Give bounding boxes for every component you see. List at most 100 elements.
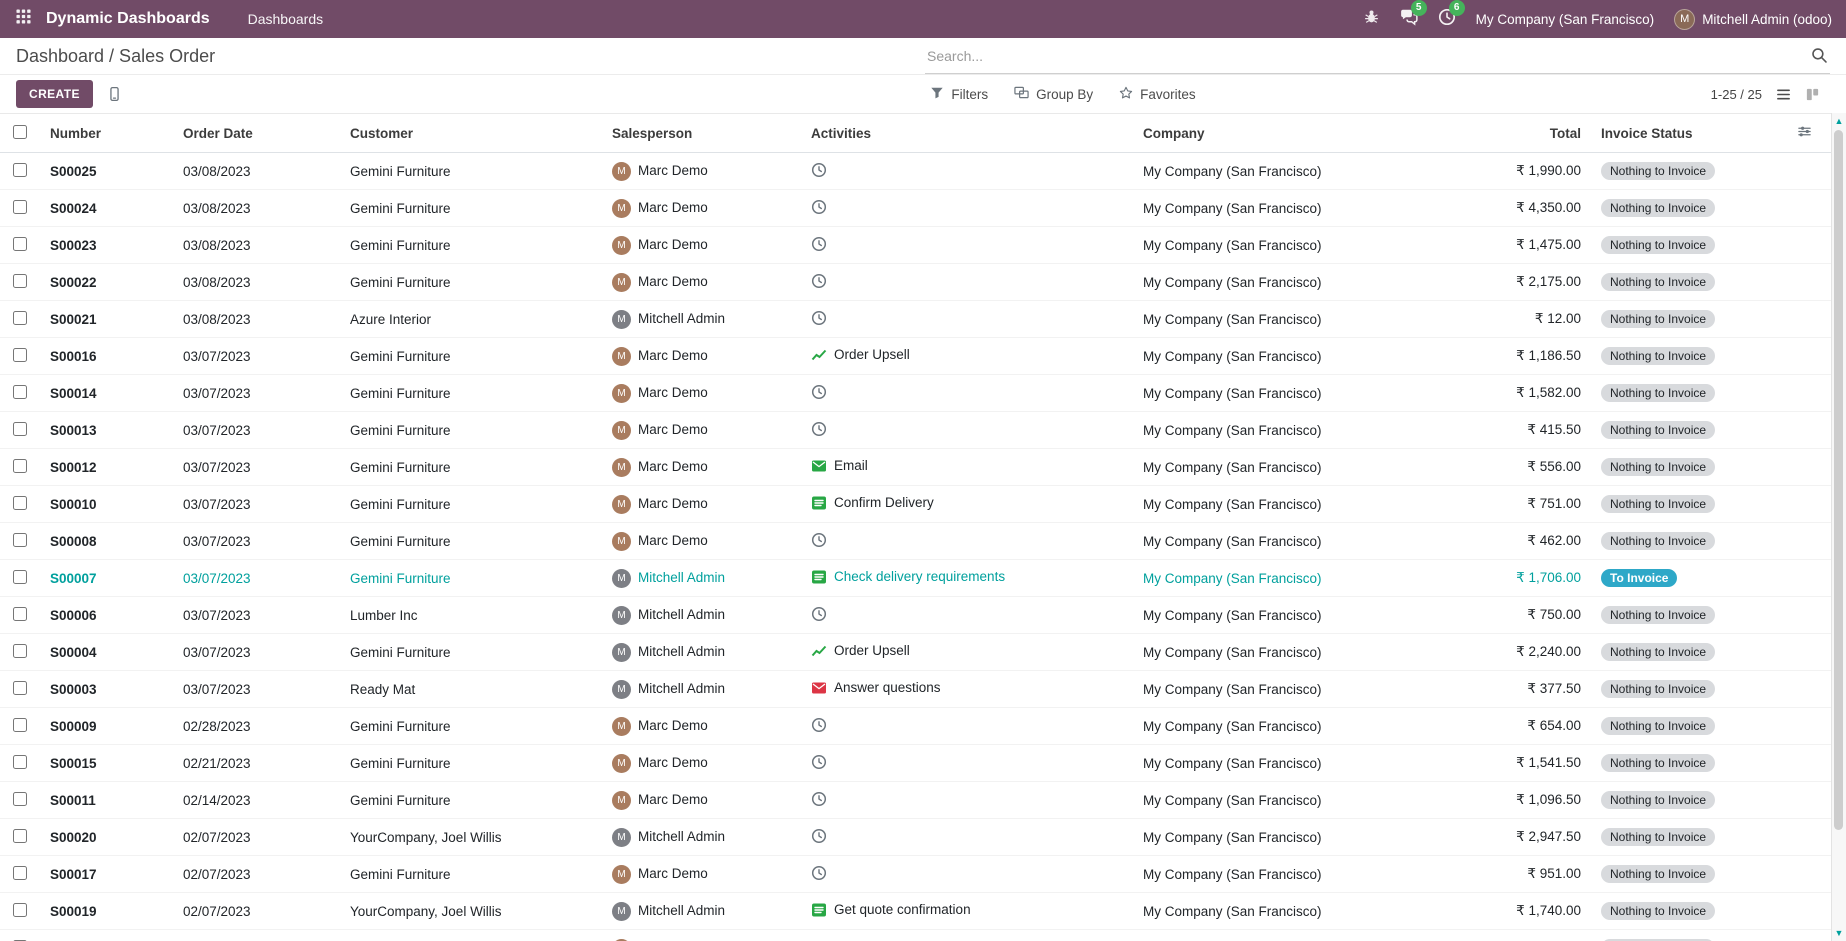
create-button[interactable]: CREATE [16,80,93,108]
activity-button[interactable]: Confirm Delivery [811,495,934,511]
search-icon[interactable] [1809,47,1830,64]
messages-button[interactable]: 5 [1400,0,1427,31]
row-checkbox[interactable] [13,791,27,806]
column-header-salesperson[interactable]: Salesperson [606,113,805,153]
activity-button[interactable] [811,162,834,178]
activities-button[interactable]: 6 [1438,0,1465,31]
activity-button[interactable] [811,421,834,437]
row-checkbox[interactable] [13,828,27,843]
table-row[interactable]: S00003 03/07/2023 Ready Mat M Mitchell Ad… [0,670,1831,708]
table-row[interactable]: S00015 02/21/2023 Gemini Furniture M Marc… [0,744,1831,782]
table-row[interactable]: S00008 03/07/2023 Gemini Furniture M Marc… [0,522,1831,560]
activity-button[interactable]: Answer questions [811,680,941,696]
row-checkbox[interactable] [13,310,27,325]
row-checkbox[interactable] [13,643,27,658]
filters-button[interactable]: Filters [930,86,988,103]
row-checkbox[interactable] [13,384,27,399]
scroll-thumb[interactable] [1834,130,1843,830]
column-header-company[interactable]: Company [1137,113,1425,153]
table-row[interactable]: S00004 03/07/2023 Gemini Furniture M Mitc… [0,633,1831,671]
activity-button[interactable]: Get quote confirmation [811,902,971,918]
app-name[interactable]: Dynamic Dashboards [46,10,210,27]
table-row[interactable]: S00014 03/07/2023 Gemini Furniture M Marc… [0,374,1831,412]
table-row[interactable]: S00009 02/28/2023 Gemini Furniture M Marc… [0,707,1831,745]
table-row[interactable]: S00023 03/08/2023 Gemini Furniture M Marc… [0,226,1831,264]
table-row[interactable]: S00025 03/08/2023 Gemini Furniture M Marc… [0,152,1831,190]
activity-button[interactable] [811,199,834,215]
row-checkbox[interactable] [13,717,27,732]
row-checkbox[interactable] [13,458,27,473]
activity-button[interactable] [811,532,834,548]
row-checkbox[interactable] [13,273,27,288]
row-checkbox[interactable] [13,569,27,584]
activity-button[interactable] [811,754,834,770]
activity-button[interactable] [811,273,834,289]
list-view-button[interactable] [1776,87,1791,102]
table-row[interactable]: S00019 02/07/2023 YourCompany, Joel Will… [0,892,1831,930]
table-row[interactable]: S00012 03/07/2023 Gemini Furniture M Marc… [0,448,1831,486]
row-checkbox[interactable] [13,902,27,917]
table-row[interactable]: S00006 03/07/2023 Lumber Inc M Mitchell A… [0,596,1831,634]
table-row[interactable]: S00013 03/07/2023 Gemini Furniture M Marc… [0,411,1831,449]
row-checkbox[interactable] [13,939,27,941]
select-all-checkbox[interactable] [13,124,27,139]
phone-icon[interactable] [107,86,122,102]
salesperson-name: Mitchell Admin [638,828,726,844]
activity-button[interactable] [811,791,834,807]
favorites-button[interactable]: Favorites [1119,86,1196,103]
table-row[interactable]: S00016 03/07/2023 Gemini Furniture M Marc… [0,337,1831,375]
activity-button[interactable]: Email [811,939,868,941]
table-row[interactable]: S00010 03/07/2023 Gemini Furniture M Marc… [0,485,1831,523]
group-by-button[interactable]: Group By [1014,85,1093,103]
column-header-number[interactable]: Number [44,113,177,153]
column-header-order-date[interactable]: Order Date [177,113,344,153]
scroll-down-arrow[interactable]: ▼ [1834,928,1844,938]
activity-button[interactable] [811,606,834,622]
search-bar[interactable] [925,38,1830,74]
row-checkbox[interactable] [13,162,27,177]
row-checkbox[interactable] [13,421,27,436]
row-checkbox[interactable] [13,495,27,510]
activity-button[interactable] [811,865,834,881]
column-header-invoice-status[interactable]: Invoice Status [1595,113,1791,153]
row-checkbox[interactable] [13,199,27,214]
table-row[interactable]: S00022 03/08/2023 Gemini Furniture M Marc… [0,263,1831,301]
company-switcher[interactable]: My Company (San Francisco) [1475,11,1655,27]
column-header-customer[interactable]: Customer [344,113,606,153]
row-checkbox[interactable] [13,680,27,695]
activity-button[interactable] [811,384,834,400]
breadcrumb[interactable]: Dashboard / Sales Order [16,45,216,66]
menu-dashboards[interactable]: Dashboards [247,11,324,27]
table-row[interactable]: S00011 02/14/2023 Gemini Furniture M Marc… [0,781,1831,819]
column-header-activities[interactable]: Activities [805,113,1137,153]
vertical-scrollbar[interactable]: ▲ ▼ [1831,113,1846,941]
activity-button[interactable] [811,828,834,844]
debug-menu-button[interactable] [1363,8,1380,30]
activity-button[interactable]: Check delivery requirements [811,569,1005,585]
kanban-view-button[interactable] [1805,87,1820,102]
activity-button[interactable] [811,310,834,326]
table-row[interactable]: S00017 02/07/2023 Gemini Furniture M Marc… [0,855,1831,893]
activity-button[interactable]: Order Upsell [811,347,910,363]
scroll-up-arrow[interactable]: ▲ [1834,116,1844,126]
activity-button[interactable] [811,236,834,252]
row-checkbox[interactable] [13,236,27,251]
activity-button[interactable]: Order Upsell [811,643,910,659]
search-input[interactable] [925,46,1809,65]
row-checkbox[interactable] [13,347,27,362]
row-checkbox[interactable] [13,606,27,621]
table-row[interactable]: S00007 03/07/2023 Gemini Furniture M Mitc… [0,559,1831,597]
apps-menu-button[interactable] [0,0,46,38]
row-checkbox[interactable] [13,532,27,547]
activity-button[interactable]: Email [811,458,868,474]
activity-button[interactable] [811,717,834,733]
table-row[interactable]: S00024 03/08/2023 Gemini Furniture M Marc… [0,189,1831,227]
user-menu[interactable]: M Mitchell Admin (odoo) [1674,8,1832,30]
optional-columns-icon[interactable] [1797,126,1812,142]
table-row[interactable]: S00021 03/08/2023 Azure Interior M Mitche… [0,300,1831,338]
row-checkbox[interactable] [13,754,27,769]
table-row[interactable]: S00020 02/07/2023 YourCompany, Joel Will… [0,818,1831,856]
column-header-total[interactable]: Total [1425,113,1595,153]
row-checkbox[interactable] [13,865,27,880]
